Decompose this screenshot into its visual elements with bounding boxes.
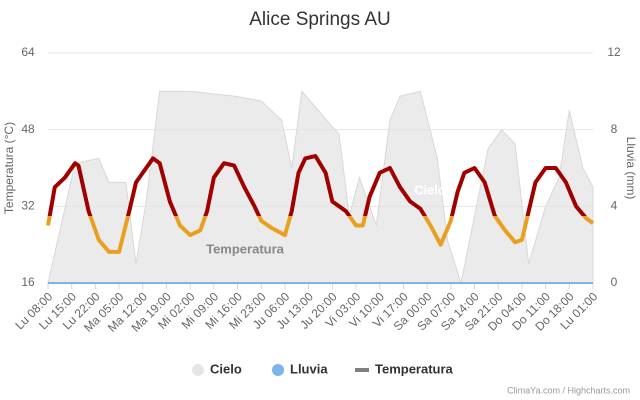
annotation: Temperatura [206,241,285,256]
y-tick-label: 48 [21,122,35,136]
temperature-line [46,154,595,254]
y2-axis-title: Lluvia (mm) [624,137,638,200]
legend-item[interactable]: Temperatura [355,361,454,376]
legend-label: Cielo [210,361,242,376]
credits: ClimaYa.com / Highcharts.com [507,385,630,395]
y-axis-title: Temperatura (°C) [2,122,16,214]
y-tick-label: 32 [21,199,35,213]
legend-item[interactable]: Cielo [192,361,242,376]
y2-tick-label: 12 [607,45,621,59]
y-tick-label: 16 [21,275,35,289]
annotation: Cielo [414,182,446,197]
legend-label: Lluvia [290,361,328,376]
y2-tick-label: 8 [611,122,618,136]
y2-tick-label: 0 [611,275,618,289]
legend-symbol [272,364,284,376]
chart-title: Alice Springs AU [249,9,391,30]
y-tick-label: 64 [21,45,35,59]
legend-symbol [355,368,369,372]
legend-symbol [192,364,204,376]
legend-label: Temperatura [375,361,454,376]
cloud-area [47,90,594,284]
y2-tick-label: 4 [611,199,618,213]
legend-item[interactable]: Lluvia [272,361,328,376]
